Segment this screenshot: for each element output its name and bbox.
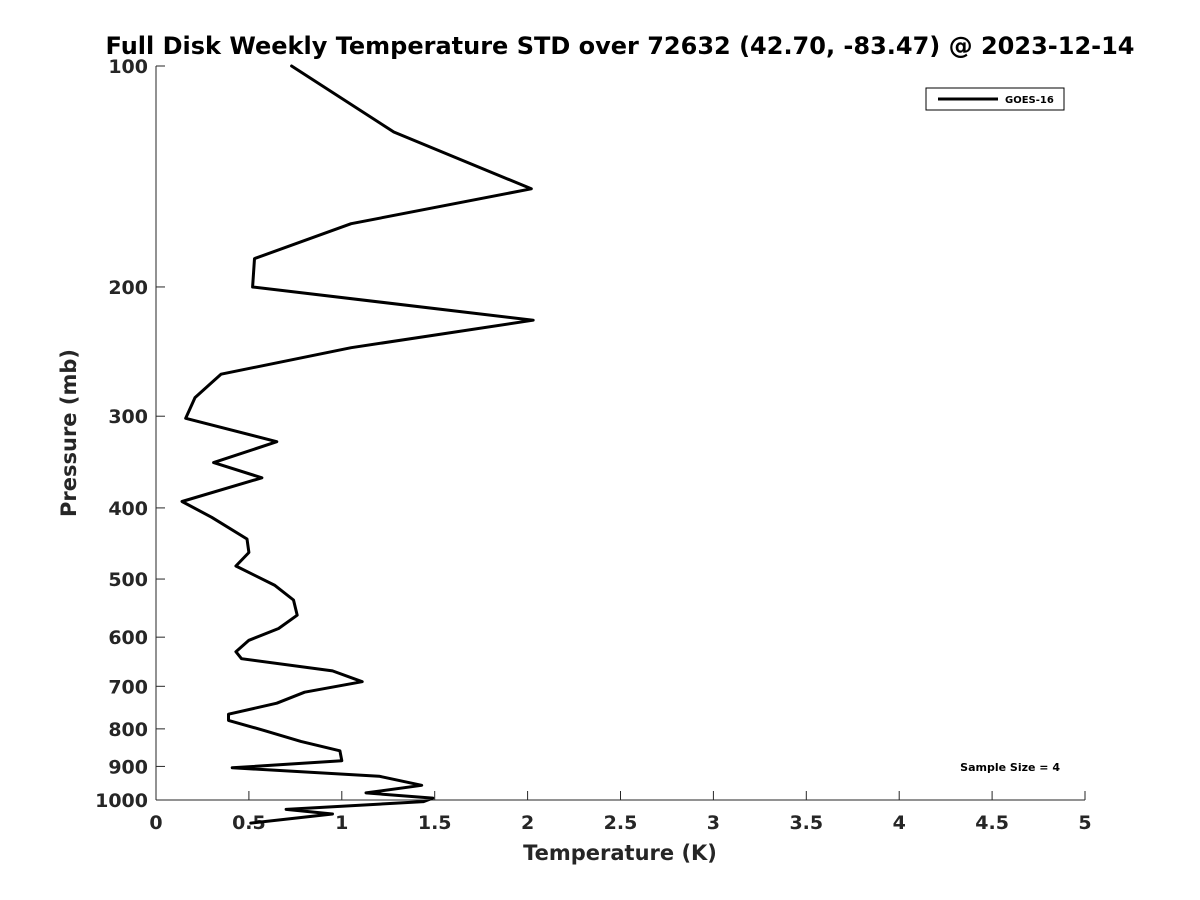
x-tick-label: 2 — [521, 812, 534, 834]
x-axis: 0 0.5 1 1.5 2 2.5 3 3.5 4 4.5 5 — [149, 791, 1092, 834]
y-axis: 100 200 300 400 500 600 700 800 900 1000 — [95, 56, 165, 812]
x-tick-label: 0.5 — [232, 812, 266, 834]
y-tick-label: 900 — [108, 756, 148, 778]
y-axis-label: Pressure (mb) — [57, 349, 81, 517]
x-tick-label: 5 — [1078, 812, 1091, 834]
y-tick-label: 800 — [108, 719, 148, 741]
x-tick-label: 0 — [149, 812, 162, 834]
x-tick-label: 2.5 — [604, 812, 638, 834]
y-tick-label: 600 — [108, 627, 148, 649]
y-tick-label: 200 — [108, 277, 148, 299]
x-tick-label: 4 — [893, 812, 906, 834]
x-tick-label: 3 — [707, 812, 720, 834]
x-tick-label: 4.5 — [975, 812, 1009, 834]
chart-title: Full Disk Weekly Temperature STD over 72… — [106, 32, 1135, 60]
y-tick-label: 100 — [108, 56, 148, 78]
y-tick-label: 700 — [108, 676, 148, 698]
y-tick-label: 400 — [108, 498, 148, 520]
legend-label: GOES-16 — [1005, 95, 1054, 106]
x-tick-label: 1.5 — [418, 812, 452, 834]
y-tick-label: 1000 — [95, 790, 148, 812]
sample-size-annotation: Sample Size = 4 — [960, 761, 1060, 774]
legend: GOES-16 — [925, 87, 1065, 111]
y-tick-label: 300 — [108, 406, 148, 428]
x-axis-label: Temperature (K) — [523, 841, 717, 865]
x-tick-label: 1 — [335, 812, 348, 834]
series-line — [180, 64, 535, 825]
x-tick-label: 3.5 — [789, 812, 823, 834]
plot-lines — [180, 64, 535, 825]
y-tick-label: 500 — [108, 569, 148, 591]
